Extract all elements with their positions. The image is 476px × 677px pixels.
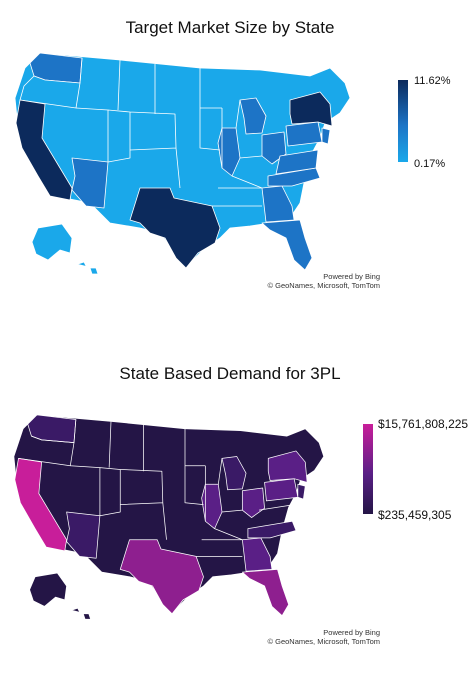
map1-state-lines: [75, 57, 263, 207]
map2-legend-max-label: $15,761,808,225: [378, 417, 469, 431]
map1-state-hi: [77, 261, 99, 275]
map2-copyright: © GeoNames, Microsoft, TomTom: [267, 637, 381, 646]
map2-state-hi: [72, 607, 92, 620]
map1-legend-min-label: 0.17%: [414, 158, 446, 170]
map2-state-ny: [267, 450, 308, 483]
map1-state-pa: [285, 121, 323, 147]
map1-state-ny: [289, 91, 333, 127]
map2-state-nj: [297, 483, 306, 500]
map1-state-tx: [129, 187, 221, 269]
map2-state-lines: [18, 419, 295, 557]
map2-state-az: [66, 511, 101, 559]
map2-state-pa: [264, 478, 299, 502]
map1-state-nj: [321, 127, 331, 145]
map2-state-ca: [14, 457, 67, 552]
map1-legend-gradient: [398, 80, 408, 162]
map1-state-va: [275, 149, 319, 175]
map2-state-fl: [241, 568, 289, 616]
map1-state-mi: [239, 97, 267, 135]
map1-state-ca: [15, 99, 73, 201]
map2-state-tx: [119, 539, 204, 615]
map1-legend-max-label: 11.62%: [414, 75, 451, 87]
map1-title: Target Market Size by State: [125, 18, 335, 37]
map2-powered-by: Powered by Bing: [323, 628, 380, 637]
map1-state-ak: [31, 223, 73, 261]
map2-legend-min-label: $235,459,305: [378, 508, 452, 522]
map2-title: State Based Demand for 3PL: [119, 364, 341, 383]
map1-copyright: © GeoNames, Microsoft, TomTom: [267, 281, 381, 290]
map1-target-market-choropleth: [14, 52, 351, 275]
map1-state-fl: [261, 219, 313, 271]
map2-state-ak: [29, 572, 67, 607]
map2-legend-gradient: [363, 424, 373, 514]
map1-powered-by: Powered by Bing: [323, 272, 380, 281]
map2-state-mi: [221, 456, 247, 491]
map2-3pl-demand-choropleth: [13, 414, 325, 620]
map2-state-nc: [247, 520, 297, 539]
